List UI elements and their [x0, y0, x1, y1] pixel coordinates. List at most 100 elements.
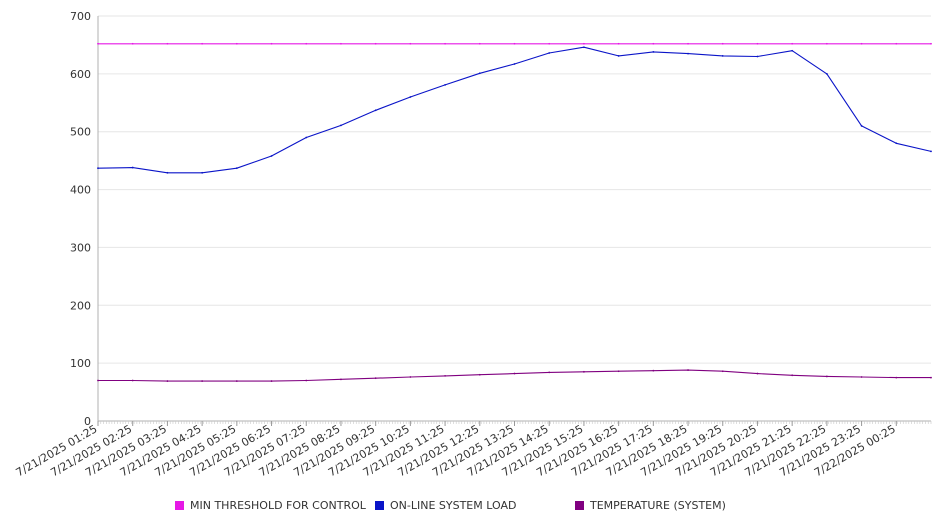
y-tick-label-500: 500	[70, 126, 91, 139]
data-point-temperature	[409, 376, 412, 378]
legend-label-system-load: ON-LINE SYSTEM LOAD	[390, 498, 517, 512]
data-point-temperature	[166, 380, 169, 382]
legend-label-temperature: TEMPERATURE (SYSTEM)	[590, 498, 726, 512]
data-point-min-threshold	[340, 42, 342, 45]
grid	[98, 15, 931, 364]
x-tick-labels: 7/21/2025 01:257/21/2025 02:257/21/2025 …	[14, 422, 898, 479]
data-point-system-load	[131, 166, 134, 169]
series-line-temperature	[98, 369, 931, 382]
legend-label-min-threshold: MIN THRESHOLD FOR CONTROL	[190, 498, 366, 512]
data-point-temperature	[791, 374, 794, 377]
data-point-system-load	[721, 55, 724, 57]
data-point-temperature	[548, 371, 551, 374]
data-point-system-load	[340, 124, 342, 127]
data-point-system-load	[374, 109, 377, 112]
y-tick-label-100: 100	[70, 357, 91, 370]
legend-swatch-system-load	[375, 500, 384, 510]
data-point-temperature	[444, 374, 446, 377]
data-point-min-threshold	[374, 42, 377, 45]
data-point-system-load	[687, 52, 689, 55]
data-point-system-load	[444, 83, 446, 86]
data-point-system-load	[860, 125, 863, 127]
data-point-system-load	[97, 167, 99, 170]
data-point-min-threshold	[721, 42, 724, 45]
data-point-system-load	[305, 136, 308, 139]
legend-swatch-min-threshold	[175, 500, 184, 510]
data-point-system-load	[791, 49, 794, 52]
data-point-min-threshold	[617, 42, 620, 45]
data-point-system-load	[930, 150, 932, 153]
data-point-min-threshold	[97, 42, 99, 45]
data-point-min-threshold	[513, 42, 516, 45]
data-point-system-load	[166, 171, 169, 174]
data-point-temperature	[687, 369, 689, 371]
data-point-min-threshold	[791, 42, 794, 45]
data-point-min-threshold	[583, 42, 585, 45]
data-point-temperature	[617, 370, 620, 373]
data-point-min-threshold	[860, 42, 863, 45]
axes	[97, 16, 932, 426]
data-point-min-threshold	[166, 42, 169, 45]
data-point-system-load	[583, 46, 585, 49]
data-point-min-threshold	[756, 42, 759, 45]
legend-item-system-load[interactable]: ON-LINE SYSTEM LOAD	[375, 497, 516, 513]
series-group	[97, 42, 932, 382]
legend-swatch-temperature	[575, 500, 584, 510]
data-point-system-load	[825, 72, 828, 75]
data-point-temperature	[97, 379, 99, 382]
y-tick-label-300: 300	[70, 241, 91, 254]
data-point-temperature	[374, 377, 377, 380]
data-point-temperature	[131, 379, 134, 382]
data-point-temperature	[340, 378, 342, 381]
y-tick-label-200: 200	[70, 299, 91, 312]
data-point-min-threshold	[444, 42, 446, 45]
data-point-temperature	[721, 370, 724, 373]
data-point-temperature	[305, 379, 308, 382]
data-point-temperature	[825, 375, 828, 378]
data-point-system-load	[478, 72, 481, 75]
data-point-temperature	[895, 376, 898, 379]
data-point-temperature	[583, 370, 585, 373]
data-point-system-load	[409, 96, 412, 98]
data-point-temperature	[478, 373, 481, 376]
y-tick-label-700: 700	[70, 10, 91, 23]
data-point-min-threshold	[825, 42, 828, 45]
data-point-min-threshold	[548, 42, 551, 45]
y-tick-labels: 0 100 200 300 400 500 600 700	[70, 10, 91, 428]
data-point-temperature	[270, 380, 273, 382]
data-point-temperature	[235, 380, 238, 382]
data-point-min-threshold	[409, 42, 412, 45]
legend-item-min-threshold[interactable]: MIN THRESHOLD FOR CONTROL	[175, 497, 366, 513]
legend-item-temperature[interactable]: TEMPERATURE (SYSTEM)	[575, 497, 726, 513]
data-point-min-threshold	[131, 42, 134, 45]
y-tick-label-400: 400	[70, 184, 91, 197]
y-tick-label-0: 0	[84, 415, 91, 428]
data-point-temperature	[930, 376, 932, 379]
data-point-temperature	[201, 380, 204, 382]
data-point-system-load	[756, 55, 759, 58]
data-point-system-load	[895, 142, 898, 145]
data-point-temperature	[860, 376, 863, 378]
data-point-min-threshold	[687, 42, 689, 45]
y-tick-label-600: 600	[70, 68, 91, 81]
series-line-system-load	[97, 46, 932, 174]
data-point-temperature	[513, 372, 516, 375]
data-point-min-threshold	[235, 42, 238, 45]
data-point-temperature	[756, 372, 759, 375]
data-point-min-threshold	[652, 42, 655, 45]
data-point-min-threshold	[895, 42, 898, 45]
data-point-min-threshold	[305, 42, 308, 45]
data-point-min-threshold	[201, 42, 204, 45]
data-point-min-threshold	[270, 42, 273, 45]
data-point-system-load	[270, 155, 273, 157]
data-point-system-load	[548, 52, 551, 54]
data-point-system-load	[513, 63, 516, 65]
data-point-system-load	[652, 50, 655, 53]
data-point-system-load	[235, 167, 238, 170]
data-point-system-load	[617, 55, 620, 57]
data-point-min-threshold	[930, 42, 932, 45]
data-point-system-load	[201, 171, 204, 174]
legend: MIN THRESHOLD FOR CONTROL ON-LINE SYSTEM…	[0, 497, 946, 515]
